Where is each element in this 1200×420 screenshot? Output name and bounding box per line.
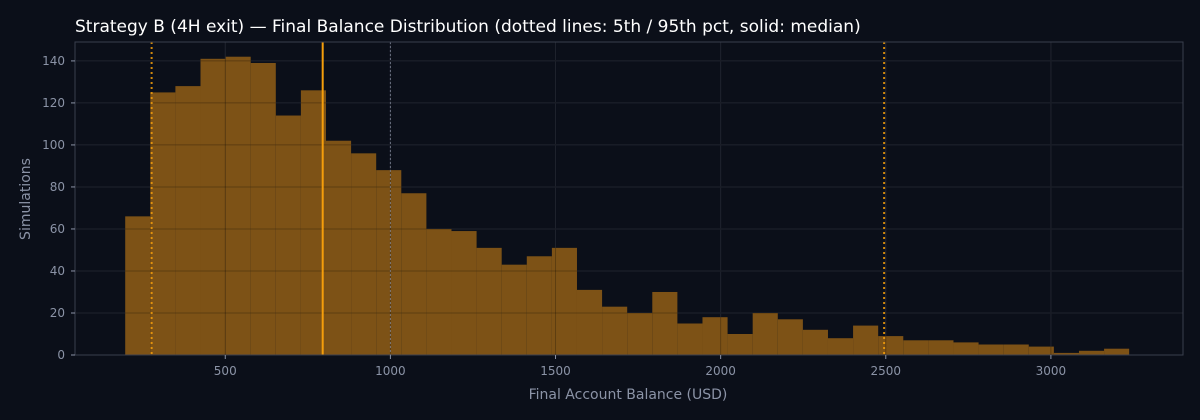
x-tick-label: 500 xyxy=(214,364,237,378)
x-axis-ticks: 500 1000 1500 2000 2500 3000 xyxy=(214,355,1066,378)
histogram-bar xyxy=(526,256,552,355)
y-axis-label: Simulations xyxy=(18,158,34,240)
histogram-bar xyxy=(677,323,703,355)
y-tick-label: 120 xyxy=(42,96,65,110)
histogram-bar xyxy=(978,344,1004,355)
histogram-bar xyxy=(702,317,728,355)
histogram-bar xyxy=(376,170,402,355)
histogram-bar xyxy=(476,247,502,355)
y-tick-label: 80 xyxy=(50,180,65,194)
histogram-bar xyxy=(1104,348,1130,355)
histogram-bar xyxy=(627,312,653,355)
plot-border xyxy=(74,41,1184,356)
x-tick-label: 2500 xyxy=(870,364,901,378)
histogram-bar xyxy=(426,228,452,355)
reference-lines xyxy=(150,42,886,355)
histogram-bar xyxy=(903,340,929,355)
histogram-bar xyxy=(1028,346,1054,355)
histogram-bar xyxy=(401,193,427,355)
plot-frame xyxy=(74,41,1184,356)
histogram-bar xyxy=(802,329,828,355)
histogram-bar xyxy=(325,140,352,355)
histogram-bar xyxy=(1078,350,1105,355)
histogram-bar xyxy=(752,312,778,355)
histogram-bar xyxy=(1003,344,1029,355)
histogram-bar xyxy=(150,92,176,355)
y-tick-label: 100 xyxy=(42,138,65,152)
histogram-bar xyxy=(602,306,628,355)
histogram-bar xyxy=(551,247,577,355)
x-axis-label: Final Account Balance (USD) xyxy=(529,387,728,403)
y-tick-label: 40 xyxy=(50,264,65,278)
x-tick-label: 1000 xyxy=(375,364,406,378)
y-tick-label: 20 xyxy=(50,306,65,320)
histogram-bar xyxy=(727,333,753,355)
histogram-bar xyxy=(175,86,201,355)
chart-title: Strategy B (4H exit) — Final Balance Dis… xyxy=(75,17,861,37)
histogram-bar xyxy=(1053,352,1079,355)
histogram-bar xyxy=(125,216,151,355)
histogram-bar xyxy=(928,340,954,355)
y-tick-label: 60 xyxy=(50,222,65,236)
histogram-bar xyxy=(576,289,603,355)
y-axis-ticks: 0 20 40 60 80 100 120 140 xyxy=(42,54,75,362)
histogram-bar xyxy=(853,325,879,355)
histogram-bar xyxy=(200,58,226,356)
histogram-bar xyxy=(777,319,803,355)
histogram-bar xyxy=(275,115,301,355)
histogram-bar xyxy=(225,56,251,355)
x-tick-label: 3000 xyxy=(1036,364,1067,378)
histogram-bar xyxy=(351,153,377,355)
histogram-bar xyxy=(501,264,527,355)
histogram-bar xyxy=(250,63,276,355)
histogram-bars xyxy=(75,42,1183,356)
y-tick-label: 0 xyxy=(57,348,65,362)
histogram-bar xyxy=(953,342,979,355)
y-tick-label: 140 xyxy=(42,54,65,68)
histogram-bar xyxy=(652,291,678,355)
x-tick-label: 2000 xyxy=(705,364,736,378)
x-tick-label: 1500 xyxy=(540,364,571,378)
histogram-bar xyxy=(827,338,854,355)
histogram-bar xyxy=(451,231,477,355)
histogram-bar xyxy=(878,336,904,355)
